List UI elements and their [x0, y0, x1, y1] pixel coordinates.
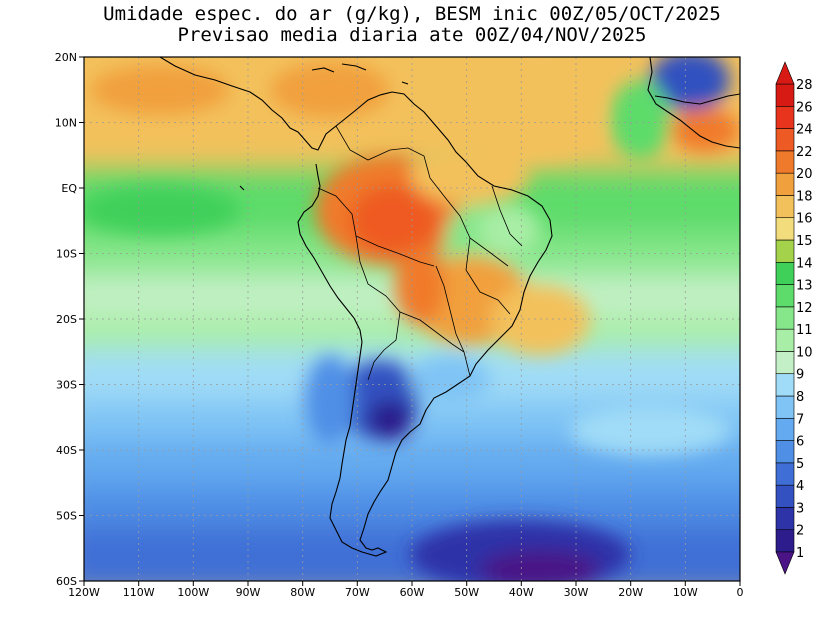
y-tick-label: 30S [56, 379, 77, 392]
colorbar-swatch [775, 417, 795, 441]
y-tick-label: 10N [55, 117, 77, 130]
y-tick-label: 40S [56, 444, 77, 457]
x-tick-label: 0 [737, 586, 744, 599]
colorbar-label: 18 [796, 189, 813, 204]
y-tick-label: EQ [61, 182, 77, 195]
y-tick-label: 60S [56, 575, 77, 588]
coastlines [159, 57, 740, 557]
chart-title-line1: Umidade espec. do ar (g/kg), BESM inic 0… [103, 3, 721, 25]
colorbar-swatch [775, 484, 795, 508]
colorbar-label: 4 [796, 479, 804, 494]
colorbar-swatch [775, 284, 795, 308]
x-tick-label: 30W [564, 586, 589, 599]
colorbar-label: 12 [796, 301, 813, 316]
humidity-field [84, 57, 740, 581]
colorbar-swatch [775, 507, 795, 531]
colorbar-swatch [775, 239, 795, 263]
colorbar-swatch [775, 261, 795, 285]
colorbar-label: 24 [796, 123, 813, 138]
colorbar-label: 9 [796, 368, 804, 383]
y-tick-label: 20N [55, 51, 77, 64]
colorbar-swatch [775, 306, 795, 330]
colorbar-label: 10 [796, 345, 813, 360]
colorbar-label: 5 [796, 457, 804, 472]
map-grid [84, 57, 740, 581]
y-tick-label: 20S [56, 313, 77, 326]
x-tick-label: 80W [290, 586, 315, 599]
x-tick-label: 110W [123, 586, 155, 599]
colorbar-swatch [775, 462, 795, 486]
colorbar-label: 2 [796, 524, 804, 539]
colorbar-swatch [775, 195, 795, 219]
chart-title-line2: Previsao media diaria ate 00Z/04/NOV/202… [177, 24, 647, 46]
colorbar-label: 14 [796, 256, 813, 271]
x-tick-label: 120W [68, 586, 100, 599]
colorbar-label: 13 [796, 279, 813, 294]
colorbar-swatch [775, 172, 795, 196]
colorbar-swatch [775, 440, 795, 464]
colorbar-label: 7 [796, 412, 804, 427]
colorbar-swatch [775, 150, 795, 174]
x-tick-label: 40W [509, 586, 534, 599]
x-tick-label: 60W [400, 586, 425, 599]
x-tick-label: 10W [673, 586, 698, 599]
colorbar-swatch [775, 373, 795, 397]
y-tick-label: 50S [56, 510, 77, 523]
colorbar-label: 16 [796, 212, 813, 227]
colorbar-label: 28 [796, 78, 813, 93]
colorbar-label: 26 [796, 100, 813, 115]
colorbar-swatch [775, 351, 795, 375]
x-tick-label: 20W [618, 586, 643, 599]
colorbar-swatch [775, 83, 795, 107]
colorbar-label: 8 [796, 390, 804, 405]
colorbar-label: 3 [796, 501, 804, 516]
y-tick-label: 10S [56, 248, 77, 261]
colorbar-swatch [775, 105, 795, 129]
colorbar-swatch [775, 128, 795, 152]
axis-ticks [79, 56, 741, 586]
colorbar-min-arrow [775, 551, 795, 575]
colorbar-label: 15 [796, 234, 813, 249]
colorbar-swatch [775, 529, 795, 553]
colorbar-max-arrow [775, 61, 795, 85]
colorbar-label: 20 [796, 167, 813, 182]
colorbar-label: 6 [796, 435, 804, 450]
x-tick-label: 100W [177, 586, 209, 599]
x-tick-label: 50W [454, 586, 479, 599]
colorbar-label: 11 [796, 323, 813, 338]
colorbar-label: 22 [796, 145, 813, 160]
colorbar-swatch [775, 328, 795, 352]
colorbar-swatch [775, 395, 795, 419]
borders [317, 125, 523, 381]
x-tick-label: 70W [345, 586, 370, 599]
colorbar-label: 1 [796, 546, 804, 561]
x-tick-label: 90W [236, 586, 261, 599]
colorbar-swatch [775, 217, 795, 241]
